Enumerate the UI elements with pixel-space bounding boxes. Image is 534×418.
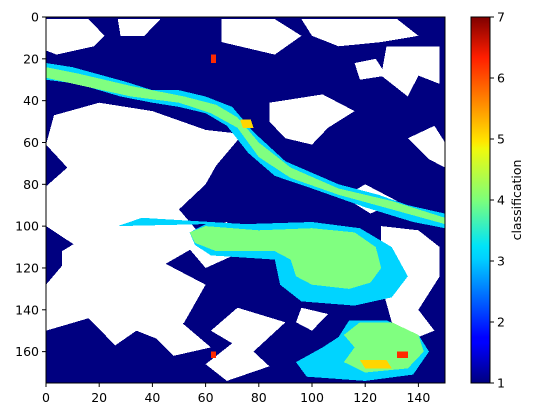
nodata-region-0 <box>46 19 105 55</box>
plot-frame <box>45 16 446 384</box>
x-tick-label: 20 <box>91 390 107 405</box>
x-tick-label: 0 <box>42 390 50 405</box>
class-4-region-0 <box>46 67 445 225</box>
colorbar-tick-label: 5 <box>497 132 505 147</box>
class-3-region-2 <box>46 63 445 229</box>
nodata-region-15 <box>407 125 445 168</box>
nodata-region-12 <box>381 226 440 340</box>
y-tick-label: 100 <box>15 219 39 234</box>
nodata-region-3 <box>62 236 105 273</box>
nodata-region-10 <box>354 58 387 80</box>
nodata-region-7 <box>301 19 419 47</box>
y-tick-label: 0 <box>31 10 39 25</box>
colorbar <box>470 16 491 384</box>
colorbar-tick-label: 7 <box>497 10 505 25</box>
y-axis: 0 20 40 60 80 100 120 140 160 <box>15 10 46 359</box>
y-tick-label: 120 <box>15 260 39 275</box>
y-tick-label: 160 <box>15 344 39 359</box>
colorbar-tick-label: 1 <box>497 376 505 391</box>
heatmap-image <box>46 17 445 383</box>
nodata-region-6 <box>221 19 302 55</box>
class-5-region-1 <box>240 119 254 128</box>
nodata-region-13 <box>205 307 286 381</box>
class-4-region-1 <box>189 226 382 289</box>
x-tick-label: 100 <box>300 390 324 405</box>
nodata-region-5 <box>152 320 211 356</box>
colorbar-label: classification <box>509 160 524 241</box>
class-6-region-0 <box>210 54 217 63</box>
colorbar-tick-label: 2 <box>497 315 505 330</box>
y-tick-label: 40 <box>23 93 39 108</box>
y-tick-label: 20 <box>23 51 39 66</box>
class-6-region-1 <box>210 351 217 358</box>
x-tick-label: 40 <box>144 390 160 405</box>
x-tick-label: 80 <box>251 390 267 405</box>
colorbar-tick-label: 6 <box>497 71 505 86</box>
x-tick-label: 120 <box>353 390 377 405</box>
y-tick-label: 140 <box>15 302 39 317</box>
class-4-region-2 <box>343 322 424 373</box>
x-tick-label: 140 <box>406 390 430 405</box>
nodata-region-14 <box>296 307 328 331</box>
x-tick-label: 60 <box>198 390 214 405</box>
nodata-region-9 <box>269 94 355 145</box>
class-6-region-2 <box>397 351 408 358</box>
colorbar-axis: 1 2 3 4 5 6 7 <box>490 10 505 391</box>
nodata-region-8 <box>381 46 440 97</box>
class-5-region-0 <box>359 360 392 369</box>
nodata-region-1 <box>117 19 161 36</box>
colorbar-tick-label: 3 <box>497 254 505 269</box>
x-axis: 0 20 40 60 80 100 120 140 <box>42 383 430 405</box>
y-tick-label: 80 <box>23 177 39 192</box>
y-tick-label: 60 <box>23 135 39 150</box>
colorbar-tick-label: 4 <box>497 193 505 208</box>
